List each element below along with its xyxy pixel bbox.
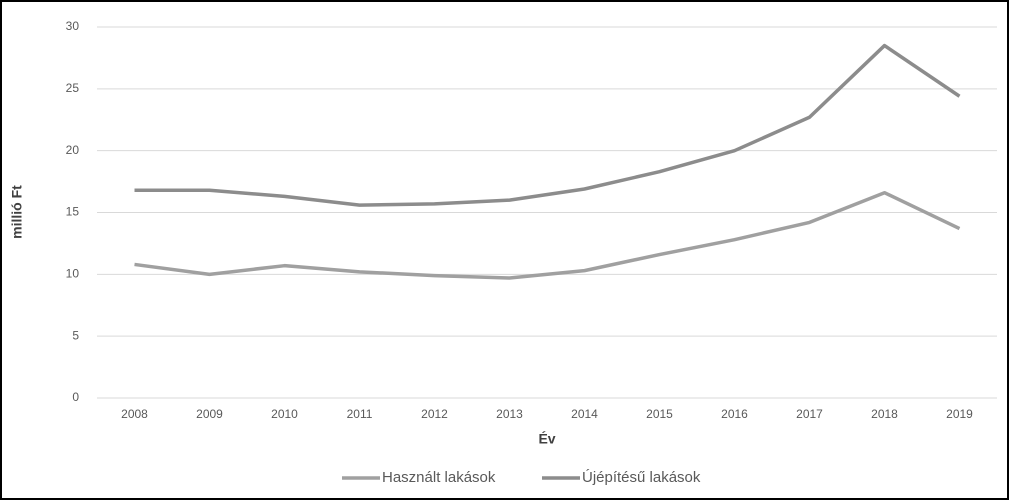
x-tick-label: 2016 xyxy=(721,407,748,421)
x-tick-label: 2019 xyxy=(946,407,973,421)
y-tick-label: 0 xyxy=(72,390,79,404)
legend-label: Használt lakások xyxy=(382,469,496,486)
x-tick-label: 2008 xyxy=(121,407,148,421)
y-tick-label: 10 xyxy=(66,267,80,281)
x-tick-label: 2009 xyxy=(196,407,223,421)
x-tick-label: 2015 xyxy=(646,407,673,421)
y-tick-label: 20 xyxy=(66,143,80,157)
y-tick-label: 25 xyxy=(66,81,80,95)
x-tick-label: 2018 xyxy=(871,407,898,421)
x-tick-label: 2011 xyxy=(347,407,373,421)
legend-label: Újépítésű lakások xyxy=(582,469,701,486)
x-tick-label: 2017 xyxy=(796,407,823,421)
x-axis-label: Év xyxy=(538,431,555,447)
y-tick-label: 15 xyxy=(66,205,80,219)
y-tick-label: 30 xyxy=(66,19,80,33)
y-tick-label: 5 xyxy=(72,328,79,342)
series-line xyxy=(134,43,961,207)
series-line xyxy=(134,190,961,280)
x-tick-label: 2014 xyxy=(571,407,598,421)
x-tick-label: 2010 xyxy=(271,407,298,421)
x-tick-label: 2013 xyxy=(496,407,523,421)
x-tick-label: 2012 xyxy=(421,407,448,421)
y-axis-label: millió Ft xyxy=(9,185,25,239)
